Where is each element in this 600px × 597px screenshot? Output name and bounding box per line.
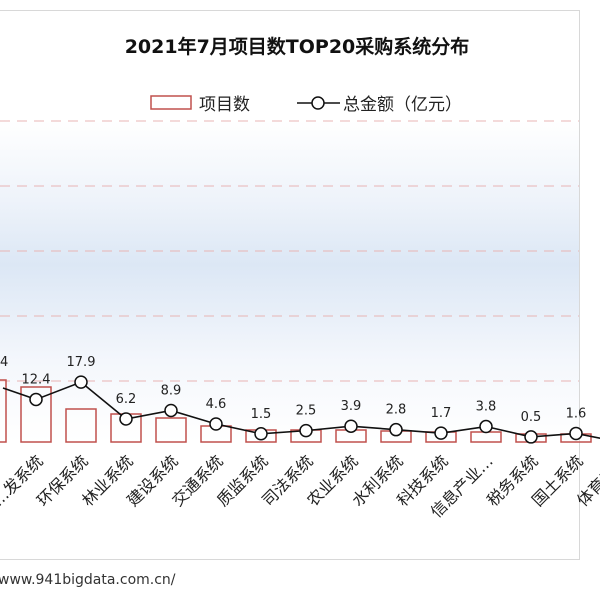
legend-bar-swatch [150, 95, 192, 110]
line-series [2, 375, 600, 444]
partial-data-label: 4 [0, 355, 8, 370]
line-label-5: 4.6 [206, 397, 227, 412]
line-label-1: 12.4 [22, 372, 51, 387]
line-label-6: 1.5 [251, 407, 272, 422]
data-labels: 12.4 17.9 6.2 8.9 4.6 1.5 2.5 3.9 2.8 1.7 3.8 0.5 1.… [22, 355, 587, 425]
line-point-3 [119, 412, 133, 426]
bar-2 [65, 408, 97, 443]
line-point-6 [254, 427, 268, 441]
bar-11 [470, 431, 502, 443]
bar-0 [0, 379, 7, 443]
line-label-3: 6.2 [116, 392, 137, 407]
line-point-9 [389, 422, 403, 437]
line-label-10: 1.7 [431, 406, 452, 421]
line-point-11 [479, 419, 493, 434]
bar-4 [155, 417, 187, 443]
line-point-4 [164, 403, 178, 418]
legend-line-marker [311, 96, 325, 110]
chart-title: 2021年7月项目数TOP20采购系统分布 [125, 35, 470, 58]
line-point-10 [434, 426, 448, 440]
x-axis-ticks: …系统…发系统环保系统林业系统建设系统交通系统质监系统司法系统农业系统水利系统科… [0, 451, 600, 521]
line-label-9: 2.8 [386, 403, 407, 418]
line-label-4: 8.9 [161, 383, 182, 398]
line-point-8 [344, 419, 358, 433]
line-point-12 [524, 430, 538, 444]
legend-bar-label: 项目数 [199, 95, 250, 115]
line-point-1 [29, 392, 43, 407]
line-point-5 [209, 417, 223, 431]
line-label-13: 1.6 [566, 406, 587, 421]
line-point-13 [569, 426, 583, 441]
line-label-12: 0.5 [521, 410, 542, 425]
plot-background [0, 120, 579, 442]
line-label-11: 3.8 [476, 400, 497, 415]
line-label-7: 2.5 [296, 404, 317, 419]
line-point-2 [74, 375, 88, 389]
line-label-8: 3.9 [341, 399, 362, 414]
grid-lines [0, 120, 579, 382]
line-label-2: 17.9 [67, 355, 96, 370]
legend: 项目数 总金额（亿元） [150, 95, 462, 115]
line-point-7 [299, 423, 313, 438]
source-text: www.941bigdata.com.cn/ [0, 572, 176, 588]
legend-line-label: 总金额（亿元） [343, 95, 462, 115]
